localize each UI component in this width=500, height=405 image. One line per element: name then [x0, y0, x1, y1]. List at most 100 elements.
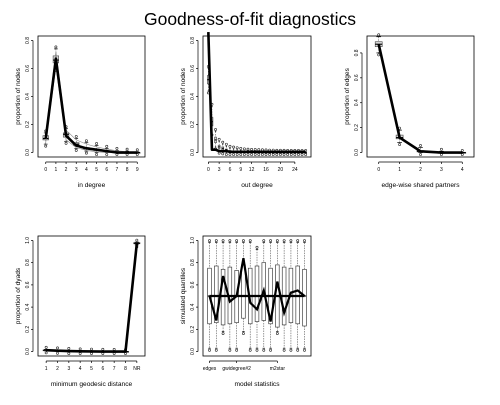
- box-outlier: [235, 146, 239, 150]
- y-tick-label: 0.0: [25, 149, 31, 156]
- box-outlier: [221, 152, 225, 156]
- y-tick-label: 0.6: [354, 74, 360, 81]
- box-outlier: [64, 141, 68, 145]
- box-outlier: [255, 245, 259, 249]
- box-outlier: [232, 153, 235, 156]
- box-outlier: [262, 348, 266, 352]
- box-outlier: [85, 139, 88, 143]
- box-outlier: [78, 347, 82, 351]
- box-outlier: [228, 239, 232, 243]
- sim-box: [214, 239, 219, 352]
- box-outlier: [242, 332, 245, 335]
- panel-frame: [202, 35, 312, 158]
- x-tick-label: 9: [136, 167, 139, 173]
- x-tick-label: 8: [126, 167, 129, 173]
- box-outlier: [282, 348, 286, 352]
- page-title: Goodness-of-fit diagnostics: [144, 9, 356, 29]
- x-tick-label: 6: [229, 167, 232, 173]
- box-outlier: [214, 239, 218, 243]
- y-tick-label: 0.2: [25, 121, 31, 128]
- panel-outdegree: 0.0 0.2 0.4 0.6 0.8 proportion of nodes 0 3 6 9 12…: [180, 32, 312, 189]
- box-outlier: [217, 137, 221, 141]
- observed-line: [377, 43, 463, 154]
- box-outlier: [300, 153, 304, 156]
- box-outlier: [235, 348, 239, 352]
- box-outlier: [54, 45, 58, 49]
- box-outlier: [135, 238, 139, 242]
- box-iqr: [295, 265, 300, 325]
- y-tick-label: 0.4: [190, 93, 196, 100]
- x-tick-label: 7: [113, 366, 116, 372]
- box-outlier: [56, 346, 59, 350]
- box-outlier: [232, 145, 235, 149]
- y-tick-label: 1.0: [190, 237, 196, 244]
- x-tick-label: 3: [218, 167, 221, 173]
- box-outlier: [253, 148, 257, 151]
- box-iqr: [220, 268, 226, 326]
- box-outlier: [74, 148, 78, 152]
- box-outlier: [228, 348, 232, 352]
- x-tick-label: 1: [398, 167, 401, 173]
- box-outlier: [224, 142, 228, 146]
- box-outlier: [419, 153, 422, 156]
- y-tick-label: 0.2: [354, 124, 360, 131]
- observed-line: [207, 32, 306, 154]
- x-tick-label: edges: [203, 366, 217, 372]
- box-outlier: [398, 143, 402, 146]
- box-outlier: [44, 144, 48, 148]
- box-outlier: [228, 144, 232, 148]
- x-tick-label: 2: [419, 167, 422, 173]
- box-outlier: [269, 348, 272, 352]
- box-outlier: [112, 348, 116, 351]
- box-outlier: [85, 151, 88, 155]
- x-tick-label: 12: [249, 167, 255, 173]
- box-outlier: [135, 148, 139, 152]
- box-outlier: [235, 153, 239, 156]
- y-tick-label: 0.6: [190, 281, 196, 288]
- x-tick-label: 1: [45, 366, 48, 372]
- x-tick-label: 20: [278, 167, 284, 173]
- box-iqr: [302, 268, 307, 327]
- box-outlier: [105, 153, 109, 156]
- observed-line: [46, 243, 139, 353]
- x-tick-label: m2star: [270, 366, 286, 372]
- box-outlier: [224, 153, 228, 156]
- box-outlier: [271, 153, 275, 156]
- y-tick-label: 0.2: [190, 326, 196, 333]
- box-outlier: [304, 153, 308, 156]
- x-tick-label: 16: [263, 167, 269, 173]
- box-outlier: [261, 153, 264, 156]
- y-axis-label: simulated quantiles: [180, 267, 187, 324]
- box-outlier: [221, 140, 225, 144]
- box-outlier: [296, 239, 300, 243]
- panel-frame: [202, 235, 312, 357]
- box-outlier: [95, 142, 98, 145]
- box-outlier: [56, 351, 59, 355]
- box-outlier: [239, 153, 243, 156]
- box-outlier: [74, 135, 78, 138]
- y-tick-label: 0.8: [25, 259, 31, 266]
- sim-box: [224, 142, 228, 156]
- x-tick-label: 4: [461, 167, 464, 173]
- box-outlier: [303, 348, 306, 352]
- box-outlier: [248, 348, 252, 352]
- box-outlier: [289, 153, 293, 156]
- box-outlier: [304, 149, 308, 152]
- y-axis-label: proportion of nodes: [180, 67, 187, 125]
- box-outlier: [242, 153, 246, 156]
- box-outlier: [208, 239, 211, 243]
- box-outlier: [275, 153, 279, 156]
- x-tick-label: 1: [55, 167, 58, 173]
- box-outlier: [296, 348, 300, 352]
- sim-box: [241, 239, 246, 335]
- box-outlier: [439, 147, 443, 151]
- y-tick-label: 0.0: [25, 348, 31, 355]
- ci-upper-line: [45, 51, 138, 153]
- box-outlier: [115, 147, 119, 150]
- sim-box: [221, 140, 225, 156]
- box-outlier: [214, 348, 218, 352]
- sim-box: [214, 128, 217, 151]
- box-outlier: [275, 332, 279, 335]
- box-outlier: [208, 348, 211, 352]
